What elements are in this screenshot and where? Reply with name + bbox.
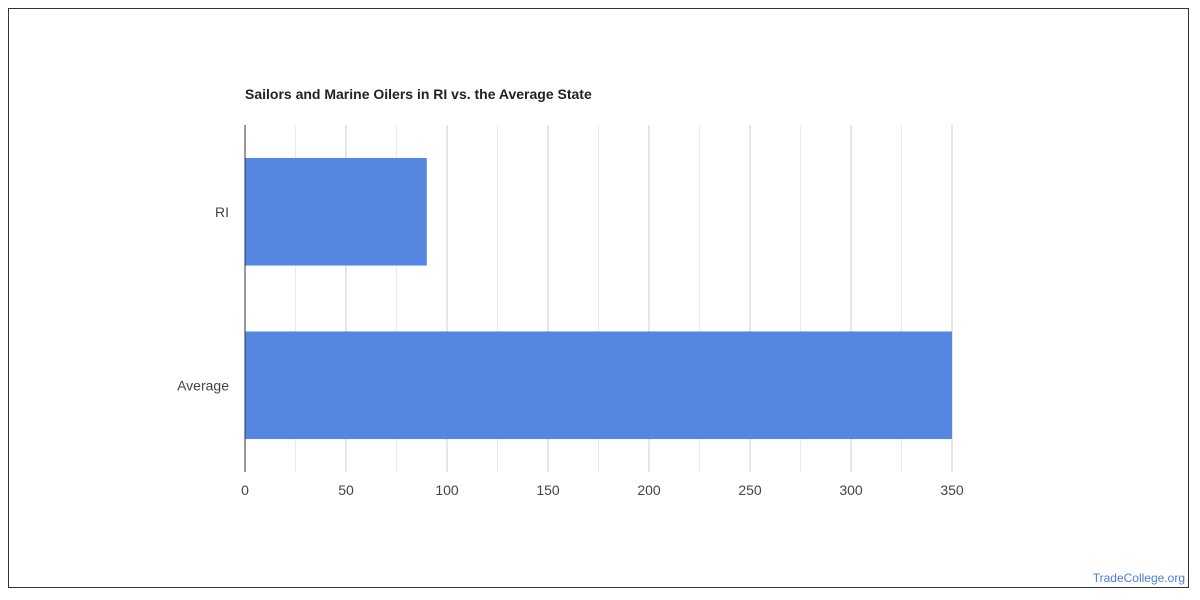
category-label-average: Average — [177, 377, 229, 393]
bars — [245, 157, 952, 440]
x-tick-label: 200 — [637, 482, 661, 498]
bar-ri — [245, 157, 427, 266]
x-tick-label: 350 — [940, 482, 964, 498]
category-labels: RI Average — [177, 204, 229, 394]
x-tick-label: 150 — [536, 482, 560, 498]
source-link[interactable]: TradeCollege.org — [1092, 571, 1185, 585]
chart-title: Sailors and Marine Oilers in RI vs. the … — [245, 86, 592, 102]
x-tick-labels: 0 50 100 150 200 250 300 350 — [241, 482, 964, 498]
bar-average — [245, 331, 952, 440]
x-tick-label: 100 — [435, 482, 459, 498]
x-tick-label: 300 — [839, 482, 863, 498]
category-label-ri: RI — [215, 204, 229, 220]
x-tick-label: 250 — [738, 482, 762, 498]
x-tick-label: 50 — [338, 482, 354, 498]
x-tick-label: 0 — [241, 482, 249, 498]
